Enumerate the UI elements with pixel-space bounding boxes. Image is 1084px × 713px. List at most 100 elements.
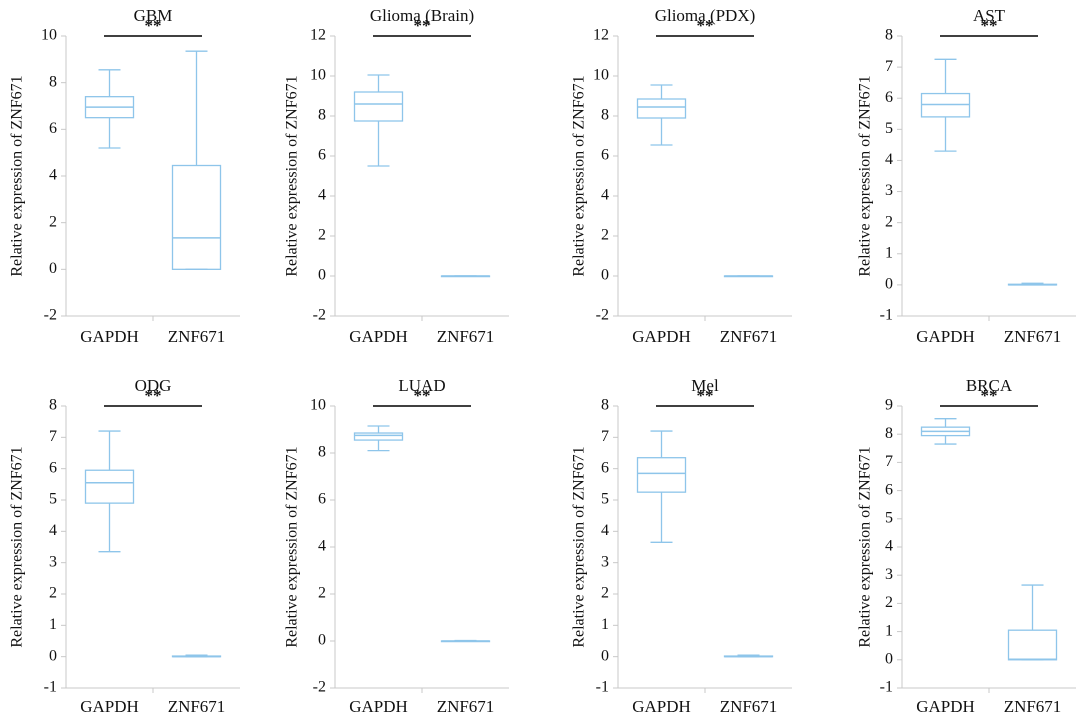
y-tick-label: 8 <box>49 73 57 90</box>
box-gapdh <box>353 425 404 452</box>
y-tick-label: 7 <box>601 428 609 445</box>
iqr-box <box>1007 629 1058 661</box>
panel-title: Glioma (Brain) <box>370 6 474 25</box>
x-category-label: ZNF671 <box>720 697 778 713</box>
y-tick-label: 4 <box>49 167 57 184</box>
box-znf671 <box>723 275 774 278</box>
y-tick-label: 1 <box>885 244 893 261</box>
panel-title: AST <box>973 6 1006 25</box>
x-category-label: ZNF671 <box>720 327 778 346</box>
iqr-box <box>84 469 135 504</box>
y-tick-label: 6 <box>601 459 609 476</box>
box-gapdh <box>84 69 135 149</box>
y-tick-label: 8 <box>885 425 893 442</box>
y-tick-label: 10 <box>310 397 326 414</box>
y-tick-label: 7 <box>885 58 893 75</box>
box-gapdh <box>353 74 404 167</box>
boxplot-panel: Mel Relative expression of ZNF671 -1 0 1 2 3 4 5… <box>571 376 792 713</box>
y-tick-label: 0 <box>601 267 609 284</box>
box-znf671 <box>171 50 222 270</box>
x-category-label: GAPDH <box>80 697 139 713</box>
y-tick-label: 0 <box>318 267 326 284</box>
box-znf671 <box>1007 282 1058 286</box>
y-axis-label: Relative expression of ZNF671 <box>284 446 301 647</box>
box-znf671 <box>171 654 222 658</box>
y-tick-label: 5 <box>601 491 609 508</box>
y-tick-label: 4 <box>318 538 326 555</box>
y-tick-label: 0 <box>49 260 57 277</box>
significance-label: ** <box>697 16 714 35</box>
y-axis-label: Relative expression of ZNF671 <box>571 75 588 276</box>
y-tick-label: 12 <box>593 27 609 44</box>
x-category-label: GAPDH <box>916 697 975 713</box>
boxplot-panel: BRCA Relative expression of ZNF671 -1 0 1 2 3 4… <box>857 376 1076 713</box>
y-tick-label: 4 <box>885 151 893 168</box>
box-znf671 <box>440 639 491 643</box>
iqr-box <box>920 92 971 118</box>
x-category-label: GAPDH <box>80 327 139 346</box>
box-znf671 <box>440 275 491 278</box>
y-tick-label: 6 <box>318 491 326 508</box>
y-tick-label: 3 <box>49 553 57 570</box>
significance-label: ** <box>145 386 162 405</box>
y-tick-label: 4 <box>49 522 57 539</box>
y-tick-label: -2 <box>596 307 609 324</box>
boxplot-panel: Glioma (Brain) Relative expression of ZNF… <box>284 6 509 346</box>
y-tick-label: 8 <box>318 444 326 461</box>
y-tick-label: 2 <box>49 585 57 602</box>
y-axis-label: Relative expression of ZNF671 <box>284 75 301 276</box>
x-category-label: ZNF671 <box>168 327 226 346</box>
y-tick-label: -1 <box>880 679 893 696</box>
panel-title: Glioma (PDX) <box>655 6 756 25</box>
y-tick-label: 0 <box>318 632 326 649</box>
y-tick-label: 12 <box>310 27 326 44</box>
boxplot-panel: ODG Relative expression of ZNF671 -1 0 1 2 3 4 5… <box>9 376 240 713</box>
y-tick-label: 2 <box>885 594 893 611</box>
y-axis-label: Relative expression of ZNF671 <box>857 75 874 276</box>
panel-title: GBM <box>134 6 173 25</box>
iqr-box <box>636 457 687 493</box>
boxplot-panel: AST Relative expression of ZNF671 -1 0 1 2 3 4 5… <box>857 6 1076 346</box>
y-tick-label: 9 <box>885 397 893 414</box>
x-category-label: ZNF671 <box>1004 697 1062 713</box>
iqr-box <box>171 164 222 270</box>
y-tick-label: 1 <box>49 616 57 633</box>
significance-label: ** <box>981 16 998 35</box>
significance-label: ** <box>414 16 431 35</box>
box-gapdh <box>636 84 687 146</box>
x-category-label: GAPDH <box>632 327 691 346</box>
x-category-label: ZNF671 <box>168 697 226 713</box>
y-tick-label: 0 <box>601 647 609 664</box>
y-tick-label: 2 <box>49 213 57 230</box>
y-tick-label: 1 <box>885 622 893 639</box>
y-tick-label: -2 <box>313 307 326 324</box>
x-category-label: GAPDH <box>632 697 691 713</box>
x-category-label: GAPDH <box>349 327 408 346</box>
y-tick-label: 3 <box>601 553 609 570</box>
y-tick-label: 6 <box>885 89 893 106</box>
y-tick-label: 8 <box>601 397 609 414</box>
box-znf671 <box>723 654 774 658</box>
y-tick-label: 1 <box>601 616 609 633</box>
y-tick-label: 2 <box>601 585 609 602</box>
y-tick-label: 10 <box>41 27 57 44</box>
x-category-label: ZNF671 <box>1004 327 1062 346</box>
y-axis-label: Relative expression of ZNF671 <box>571 446 588 647</box>
y-tick-label: 4 <box>885 538 893 555</box>
significance-label: ** <box>697 386 714 405</box>
box-gapdh <box>636 430 687 543</box>
box-gapdh <box>920 58 971 152</box>
iqr-box <box>636 98 687 119</box>
y-tick-label: 5 <box>49 491 57 508</box>
y-tick-label: 10 <box>593 67 609 84</box>
y-tick-label: 7 <box>885 453 893 470</box>
box-gapdh <box>920 418 971 445</box>
y-tick-label: -2 <box>313 679 326 696</box>
y-tick-label: 2 <box>318 227 326 244</box>
y-tick-label: 8 <box>318 107 326 124</box>
significance-label: ** <box>414 386 431 405</box>
y-tick-label: 10 <box>310 67 326 84</box>
y-tick-label: 4 <box>601 187 609 204</box>
y-tick-label: 3 <box>885 566 893 583</box>
